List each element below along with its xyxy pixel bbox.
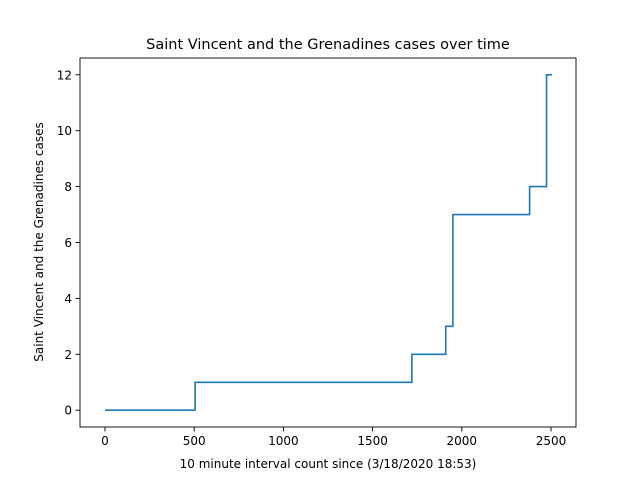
y-tick-label: 8 bbox=[64, 180, 72, 194]
x-tick-label: 0 bbox=[101, 434, 109, 448]
x-tick-label: 1500 bbox=[357, 434, 388, 448]
x-axis-label: 10 minute interval count since (3/18/202… bbox=[180, 457, 477, 471]
chart-title: Saint Vincent and the Grenadines cases o… bbox=[146, 37, 510, 53]
y-tick-label: 6 bbox=[64, 236, 72, 250]
y-tick-label: 4 bbox=[64, 292, 72, 306]
x-tick-label: 2000 bbox=[447, 434, 478, 448]
x-tick-layer: 0 500 1000 1500 2000 2500 bbox=[101, 427, 566, 448]
x-tick-label: 1000 bbox=[268, 434, 299, 448]
series-line-0 bbox=[104, 73, 552, 412]
x-tick-label: 2500 bbox=[536, 434, 567, 448]
series-layer bbox=[104, 73, 552, 412]
y-tick-label: 2 bbox=[64, 348, 72, 362]
y-tick-label: 12 bbox=[57, 68, 72, 82]
plot-frame bbox=[79, 57, 577, 428]
plot-area-background bbox=[80, 58, 576, 427]
y-axis-label: Saint Vincent and the Grenadines cases bbox=[32, 122, 46, 361]
y-tick-label: 10 bbox=[57, 124, 72, 138]
x-tick-label: 500 bbox=[183, 434, 206, 448]
y-tick-layer: 0 2 4 6 8 10 12 bbox=[57, 68, 80, 418]
y-tick-label: 0 bbox=[64, 404, 72, 418]
